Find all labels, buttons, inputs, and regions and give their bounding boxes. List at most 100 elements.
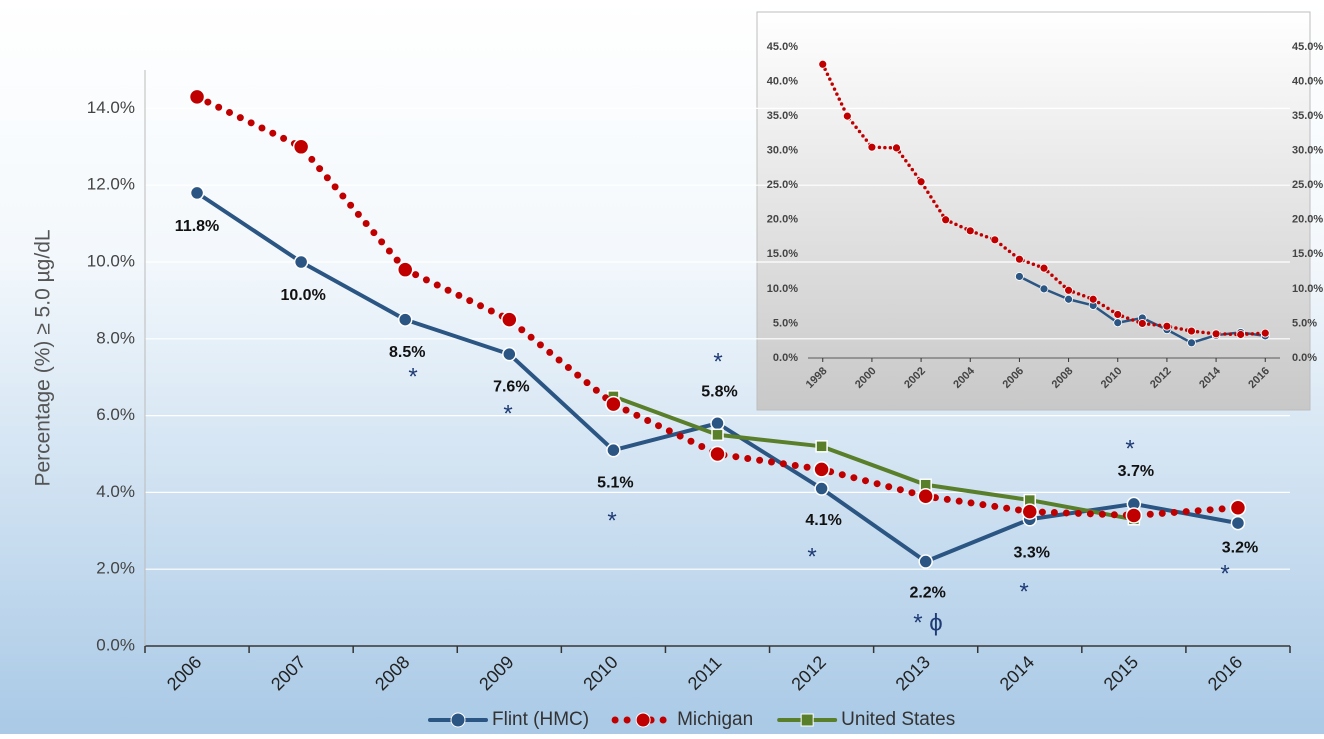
marker [1137,319,1147,328]
legend-label: Flint (HMC) [492,709,589,730]
y-tick-label: 8.0% [96,328,135,347]
data-label: 3.7% [1118,463,1154,480]
y-tick-label: 14.0% [87,98,135,117]
marker [1015,272,1024,281]
marker [606,442,621,458]
data-label: 10.0% [280,287,325,304]
marker [1230,515,1246,531]
annotation: * [1220,560,1229,587]
marker [293,254,309,270]
marker [1021,503,1039,520]
annotation: * [607,507,616,534]
y2-tick-label: 30.0% [1292,145,1323,157]
annotation: * [1019,578,1028,605]
marker [1064,294,1073,304]
marker [710,416,725,431]
y2-tick-label: 0.0% [1292,352,1317,364]
marker [1039,284,1049,294]
annotation: * [1125,435,1134,462]
y2-tick-label: 20.0% [1292,214,1323,226]
legend-marker [635,712,651,728]
marker [814,481,829,496]
marker [818,59,828,69]
marker [709,445,726,463]
marker [813,461,830,478]
data-label: 5.1% [597,474,633,491]
inset-panel [756,11,1311,411]
y-tick-label: 2.0% [96,559,135,578]
marker [1260,328,1270,338]
marker [189,185,205,201]
marker [1015,254,1024,264]
data-label: 3.2% [1222,539,1258,556]
marker [502,346,517,362]
marker [815,440,828,453]
y-tick-label: 25.0% [767,179,798,191]
marker [1039,263,1049,273]
series-line [193,93,1242,519]
marker [916,177,926,187]
data-label: 5.8% [701,383,737,400]
data-label: 7.6% [493,378,529,395]
legend-label: Michigan [677,709,753,730]
y-tick-label: 20.0% [767,214,798,226]
marker [990,235,1000,245]
y-axis-label: Percentage (%) ≥ 5.0 µg/dL [32,229,55,486]
marker [1125,507,1143,524]
marker [292,138,310,156]
y-tick-label: 45.0% [767,41,798,53]
marker [941,215,951,225]
marker [1211,329,1221,339]
y2-tick-label: 45.0% [1292,41,1323,53]
marker [397,312,413,327]
marker [1162,321,1172,331]
marker [917,487,934,505]
marker [842,111,852,121]
y-tick-label: 12.0% [87,175,135,194]
marker [1113,310,1123,319]
marker [396,261,414,278]
data-label: 4.1% [805,512,841,529]
marker [711,428,724,442]
y-tick-label: 6.0% [96,405,135,424]
data-label: 3.3% [1014,544,1050,561]
y2-tick-label: 10.0% [1292,283,1323,295]
marker [965,226,975,236]
y-tick-label: 10.0% [767,283,798,295]
y-tick-label: 30.0% [767,145,798,157]
y2-tick-label: 5.0% [1292,317,1317,329]
annotation: * [503,400,512,427]
legend-marker [800,713,814,727]
legend-label: United States [841,709,955,730]
y-tick-label: 10.0% [87,251,135,270]
y-tick-label: 0.0% [773,352,798,364]
marker [892,143,901,153]
marker [188,88,206,106]
y-tick-label: 0.0% [96,635,135,654]
marker [867,142,877,152]
y-tick-label: 40.0% [767,75,798,87]
marker [1064,285,1073,295]
marker [605,395,622,413]
data-label: 8.5% [389,344,425,361]
marker [1187,326,1196,336]
annotation: * ϕ [913,609,942,636]
y-tick-label: 5.0% [773,317,798,329]
marker [1187,338,1196,348]
y2-tick-label: 35.0% [1292,110,1323,122]
marker [1113,318,1123,328]
legend-marker [450,712,466,728]
marker [1236,330,1246,339]
annotation: * [807,543,816,570]
y2-tick-label: 15.0% [1292,248,1323,260]
y-tick-label: 35.0% [767,110,798,122]
marker [1088,294,1098,304]
y-tick-label: 4.0% [96,482,135,501]
y-tick-label: 15.0% [767,248,798,260]
annotation: * [408,363,417,390]
marker [1229,499,1247,517]
marker [501,311,518,328]
series-line [611,394,1136,522]
